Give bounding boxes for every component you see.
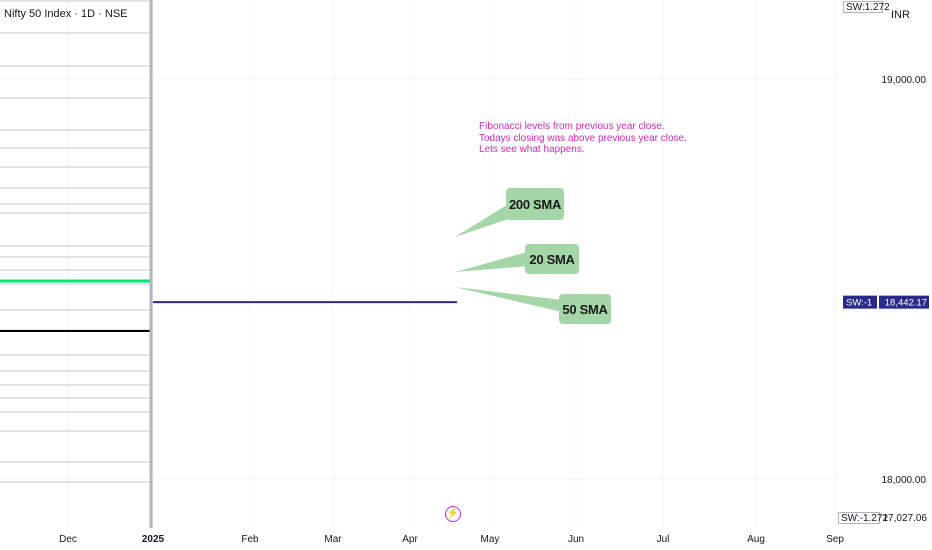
x-tick-label: Apr	[402, 534, 418, 545]
sma200-callout-pointer	[455, 203, 520, 237]
x-tick-label: Dec	[59, 534, 77, 545]
x-tick-label: Mar	[324, 534, 342, 545]
swing-bottom-label: SW:-1.272	[838, 512, 888, 524]
price-label-box	[879, 295, 929, 309]
x-tick-label: Jun	[568, 534, 584, 545]
lightning-icon[interactable]: ⚡	[445, 506, 461, 522]
y-tick-label: 19,000.00	[882, 75, 927, 86]
annotation-note: Fibonacci levels from previous year clos…	[479, 121, 687, 155]
price-label-tag	[843, 295, 877, 309]
swing-top-label: SW:1.272	[843, 1, 890, 13]
sma20-callout: 20 SMA	[525, 244, 579, 274]
price-label-name: SW:-1	[846, 298, 872, 309]
x-tick-label: Sep	[826, 534, 844, 545]
x-tick-label: Feb	[241, 534, 259, 545]
price-label: SW:-1 18,442.17	[843, 295, 929, 309]
y-tick-label: 18,000.00	[882, 475, 927, 486]
price-label-value: 18,442.17	[885, 298, 927, 309]
x-tick-label: Jul	[657, 534, 670, 545]
symbol-title[interactable]: Nifty 50 Index · 1D · NSE	[4, 8, 128, 20]
sma50-callout: 50 SMA	[559, 294, 611, 324]
sma50-callout-pointer	[455, 287, 562, 312]
sma200-callout: 200 SMA	[506, 188, 564, 220]
x-tick-label: Aug	[747, 534, 765, 545]
x-tick-label: 2025	[142, 534, 165, 545]
x-tick-label: May	[481, 534, 500, 545]
swing-bottom-value: 17,027.06	[883, 513, 928, 524]
currency-label[interactable]: INR	[891, 9, 910, 21]
sma20-callout-pointer	[455, 252, 529, 272]
